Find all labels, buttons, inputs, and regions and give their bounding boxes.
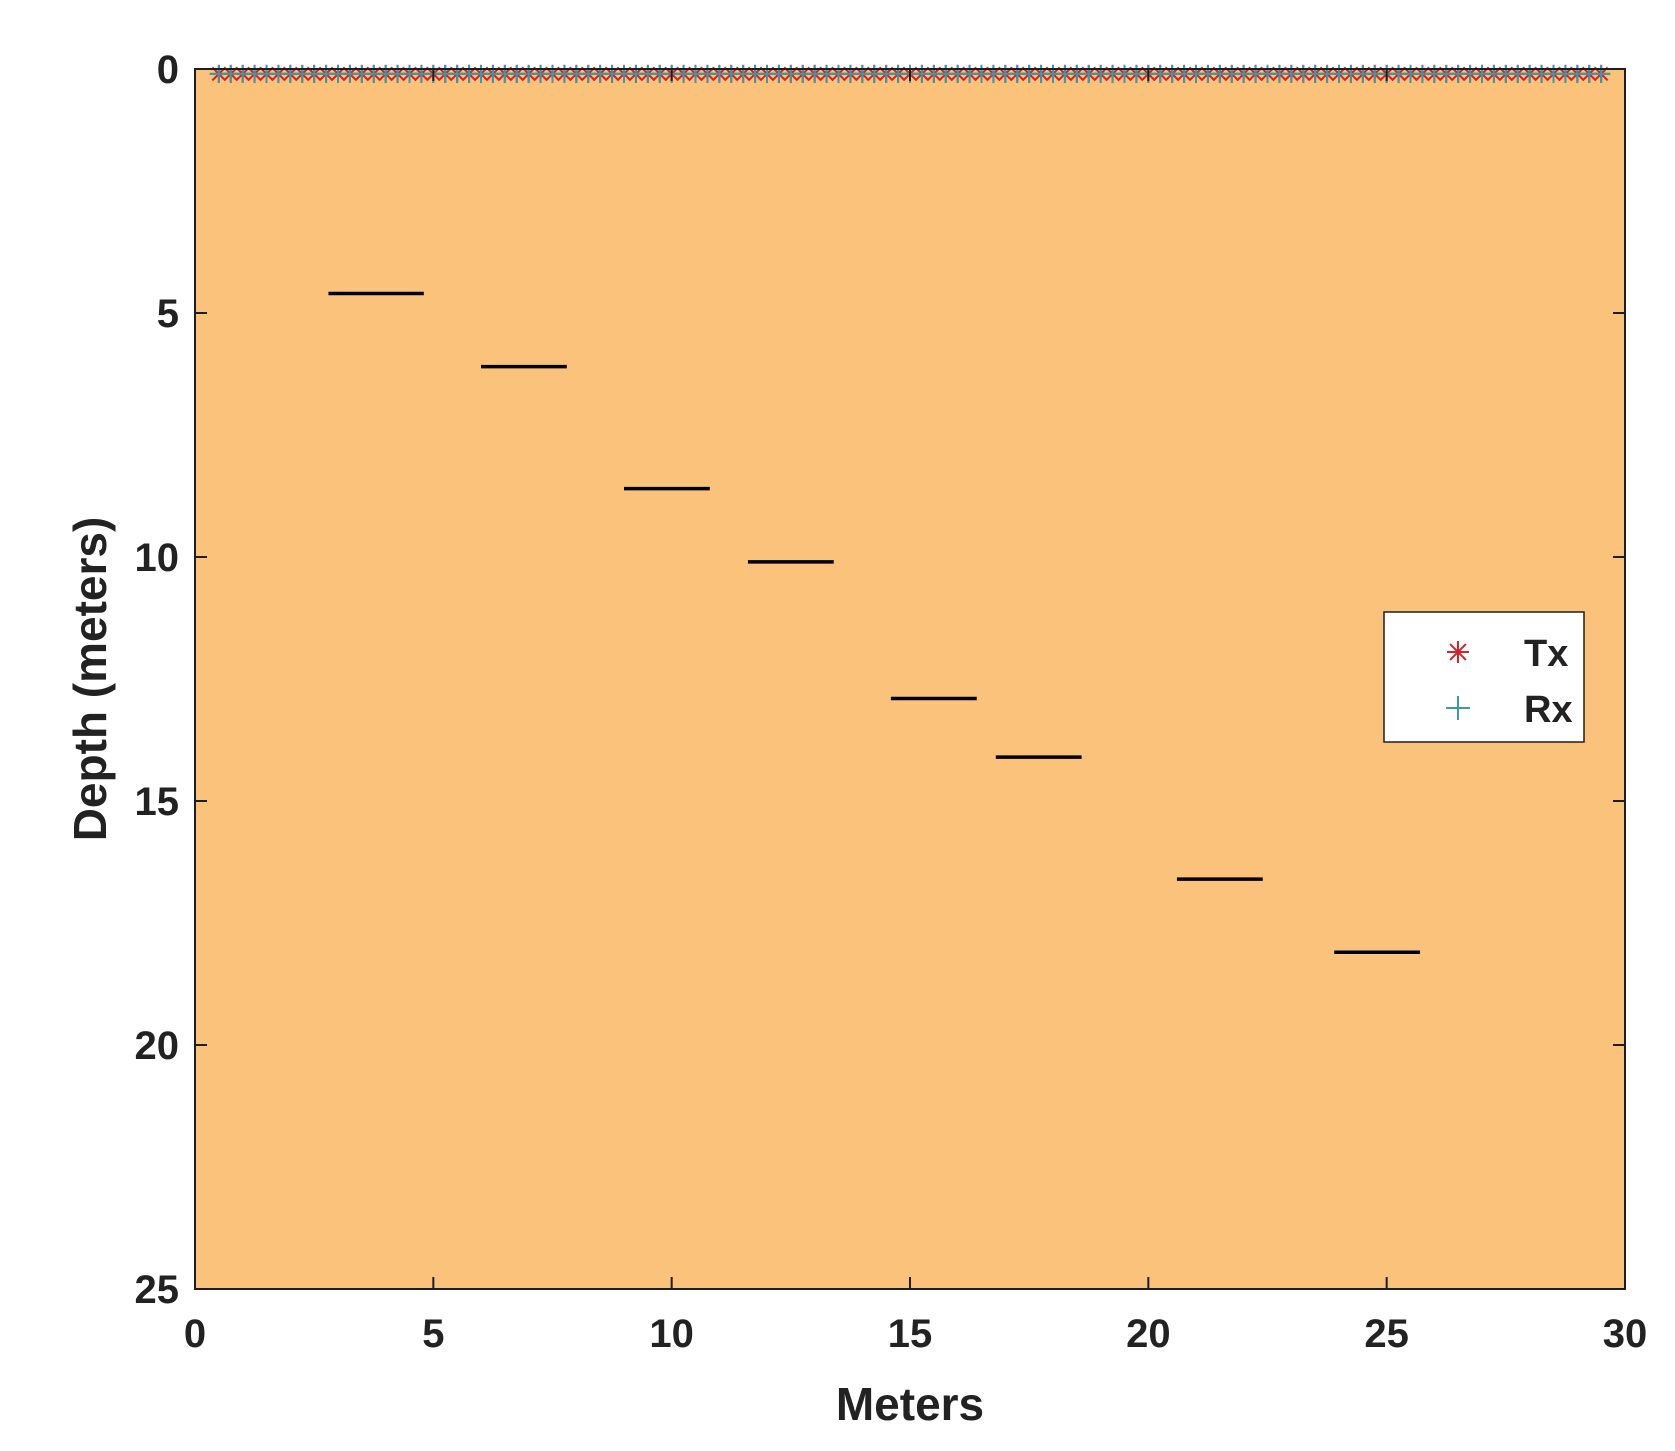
legend-entries: Tx Rx — [1446, 633, 1573, 731]
x-axis-label: Meters — [836, 1378, 984, 1430]
reflector-layer — [328, 291, 1421, 955]
y-tick-label: 20 — [135, 1024, 180, 1068]
legend-tx-marker-icon — [1447, 641, 1469, 663]
y-tick-label: 0 — [157, 48, 179, 92]
y-tick-label: 5 — [157, 292, 179, 336]
legend-entry-rx: Rx — [1446, 689, 1573, 731]
legend-rx-marker-icon — [1446, 696, 1470, 720]
y-tick-label: 10 — [135, 536, 180, 580]
y-axis-label: Depth (meters) — [64, 517, 116, 842]
x-tick-label: 25 — [1364, 1312, 1409, 1356]
legend-label: Tx — [1524, 633, 1568, 675]
legend: Tx Rx — [1383, 611, 1585, 743]
asterisk-stroke — [1449, 643, 1467, 661]
x-tick-label: 15 — [888, 1312, 933, 1356]
x-tick-label: 5 — [422, 1312, 444, 1356]
tick-layer — [194, 68, 1626, 1290]
x-tick-label: 20 — [1126, 1312, 1171, 1356]
legend-box — [1383, 611, 1585, 743]
y-tick-label: 15 — [135, 780, 180, 824]
tick-label-layer: 0 5 10 15 20 25 30 0 5 10 15 20 25 — [135, 48, 1648, 1356]
y-tick-label: 25 — [135, 1268, 180, 1312]
legend-label: Rx — [1524, 689, 1573, 731]
x-tick-label: 0 — [184, 1312, 206, 1356]
x-tick-label: 30 — [1603, 1312, 1648, 1356]
rx-marker — [1592, 64, 1611, 83]
x-tick-label: 10 — [649, 1312, 694, 1356]
legend-entry-tx: Tx — [1447, 633, 1568, 675]
